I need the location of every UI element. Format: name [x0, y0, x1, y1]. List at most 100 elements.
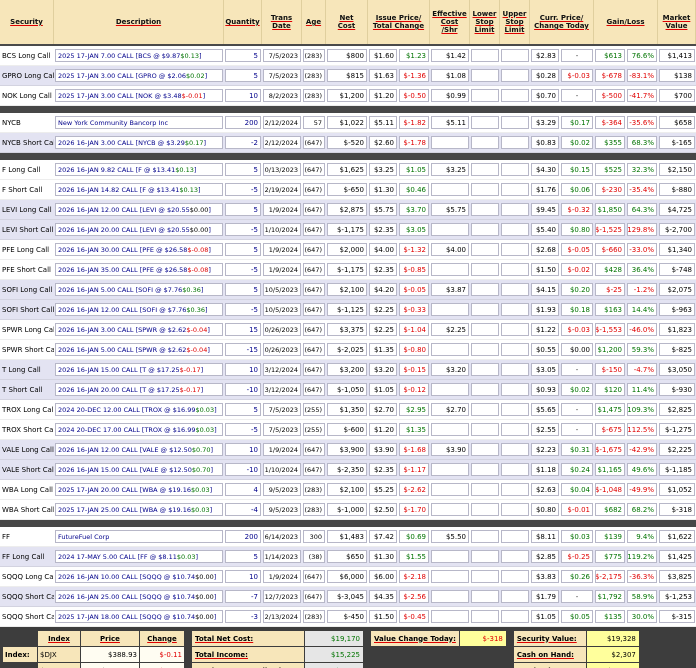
- curr-price-cell[interactable]: $9.45: [531, 203, 559, 216]
- trans-date-cell[interactable]: 3/12/2024: [263, 383, 301, 396]
- change-today-cell[interactable]: $0.05: [561, 610, 593, 623]
- issue-price-cell[interactable]: $5.11: [369, 116, 397, 129]
- trans-date-cell[interactable]: 12/7/2023: [263, 590, 301, 603]
- column-header-security[interactable]: Security: [0, 0, 54, 44]
- change-today-cell[interactable]: $0.04: [561, 483, 593, 496]
- description-cell[interactable]: 2026 16-JAN 14.82 CALL [F @ $13.41 $0.13…: [54, 180, 224, 199]
- description-box[interactable]: 2025 17-JAN 3.00 CALL [NOK @ $3.48 $-0.0…: [55, 89, 223, 102]
- description-cell[interactable]: 2026 16-JAN 12.00 CALL [LEVI @ $20.55 $0…: [54, 200, 224, 219]
- market-value-cell[interactable]: $2,075: [659, 283, 695, 296]
- issue-price-cell[interactable]: $1.20: [369, 423, 397, 436]
- total-change-cell[interactable]: $-2.18: [399, 570, 429, 583]
- gain-pct-cell[interactable]: -35.4%: [627, 183, 657, 196]
- curr-price-cell[interactable]: $1.50: [531, 263, 559, 276]
- age-cell[interactable]: (647): [303, 463, 325, 476]
- market-value-cell[interactable]: $1,413: [659, 49, 695, 62]
- security-cell[interactable]: VALE Short Call: [0, 460, 54, 479]
- security-cell[interactable]: NOK Long Call: [0, 86, 54, 105]
- gain-cell[interactable]: $-230: [595, 183, 625, 196]
- market-value-cell[interactable]: $-315: [659, 610, 695, 623]
- curr-price-cell[interactable]: $5.65: [531, 403, 559, 416]
- change-today-cell[interactable]: -: [561, 49, 593, 62]
- change-today-cell[interactable]: $-0.05: [561, 243, 593, 256]
- total-change-cell[interactable]: $-0.85: [399, 263, 429, 276]
- gain-cell[interactable]: $-1,048: [595, 483, 625, 496]
- change-today-cell[interactable]: $-0.03: [561, 69, 593, 82]
- quantity-cell[interactable]: 10: [225, 443, 261, 456]
- column-header-gain-loss[interactable]: Gain/Loss: [594, 0, 658, 44]
- gain-pct-cell[interactable]: 109.3%: [627, 403, 657, 416]
- description-box[interactable]: 2026 16-JAN 30.00 CALL [PFE @ $26.58 $-0…: [55, 243, 223, 256]
- description-cell[interactable]: 2026 16-JAN 20.00 CALL [T @ $17.25 $-0.1…: [54, 380, 224, 399]
- trans-date-cell[interactable]: 11/14/2023: [263, 550, 301, 563]
- description-cell[interactable]: 2025 17-JAN 18.00 CALL [SQQQ @ $10.74 $0…: [54, 607, 224, 626]
- issue-price-cell[interactable]: $2.35: [369, 263, 397, 276]
- upper-stop-cell[interactable]: [501, 343, 529, 356]
- age-cell[interactable]: (647): [303, 343, 325, 356]
- trans-date-cell[interactable]: 7/5/2023: [263, 423, 301, 436]
- security-cell[interactable]: WBA Short Call: [0, 500, 54, 519]
- market-value-cell[interactable]: $-880: [659, 183, 695, 196]
- quantity-cell[interactable]: -4: [225, 503, 261, 516]
- effective-cost-cell[interactable]: [431, 590, 469, 603]
- trans-date-cell[interactable]: 8/2/2023: [263, 89, 301, 102]
- net-cost-cell[interactable]: $800: [327, 49, 367, 62]
- total-change-cell[interactable]: $3.70: [399, 203, 429, 216]
- description-cell[interactable]: 2026 16-JAN 12.00 CALL [SOFI @ $7.76 $0.…: [54, 300, 224, 319]
- age-cell[interactable]: (283): [303, 503, 325, 516]
- upper-stop-cell[interactable]: [501, 163, 529, 176]
- gain-pct-cell[interactable]: -4.7%: [627, 363, 657, 376]
- description-cell[interactable]: 2024 20-DEC 12.00 CALL [TROX @ $16.99 $0…: [54, 400, 224, 419]
- effective-cost-cell[interactable]: [431, 343, 469, 356]
- index-name-cell[interactable]: $DJX: [38, 647, 80, 662]
- trans-date-cell[interactable]: 2/19/2024: [263, 183, 301, 196]
- gain-pct-cell[interactable]: -41.7%: [627, 89, 657, 102]
- net-cost-cell[interactable]: $3,900: [327, 443, 367, 456]
- age-cell[interactable]: (283): [303, 483, 325, 496]
- gain-cell[interactable]: $428: [595, 263, 625, 276]
- upper-stop-cell[interactable]: [501, 263, 529, 276]
- description-cell[interactable]: 2026 16-JAN 12.00 CALL [VALE @ $12.50 $0…: [54, 440, 224, 459]
- issue-price-cell[interactable]: $1.30: [369, 183, 397, 196]
- effective-cost-cell[interactable]: [431, 183, 469, 196]
- gain-pct-cell[interactable]: 49.6%: [627, 463, 657, 476]
- total-change-cell[interactable]: $-1.68: [399, 443, 429, 456]
- age-cell[interactable]: (647): [303, 570, 325, 583]
- effective-cost-cell[interactable]: [431, 570, 469, 583]
- issue-price-cell[interactable]: $1.30: [369, 550, 397, 563]
- change-today-cell[interactable]: $-0.02: [561, 263, 593, 276]
- total-change-cell[interactable]: $-1.70: [399, 503, 429, 516]
- curr-price-cell[interactable]: $1.79: [531, 590, 559, 603]
- description-box[interactable]: 2026 16-JAN 5.00 CALL [SOFI @ $7.76 $0.3…: [55, 283, 223, 296]
- curr-price-cell[interactable]: $3.05: [531, 363, 559, 376]
- gain-cell[interactable]: $525: [595, 163, 625, 176]
- change-today-cell[interactable]: -: [561, 89, 593, 102]
- upper-stop-cell[interactable]: [501, 223, 529, 236]
- upper-stop-cell[interactable]: [501, 303, 529, 316]
- effective-cost-cell[interactable]: $4.00: [431, 243, 469, 256]
- column-header-quantity[interactable]: Quantity: [224, 0, 262, 44]
- change-today-cell[interactable]: $0.03: [561, 530, 593, 543]
- description-cell[interactable]: FutureFuel Corp: [54, 527, 224, 546]
- upper-stop-cell[interactable]: [501, 610, 529, 623]
- column-header-upper-stop-limit[interactable]: Upper Stop Limit: [500, 0, 530, 44]
- issue-price-cell[interactable]: $1.35: [369, 343, 397, 356]
- gain-cell[interactable]: $-150: [595, 363, 625, 376]
- column-header-lower-stop-limit[interactable]: Lower Stop Limit: [470, 0, 500, 44]
- market-value-cell[interactable]: $700: [659, 89, 695, 102]
- effective-cost-cell[interactable]: $1.08: [431, 69, 469, 82]
- issue-price-cell[interactable]: $3.90: [369, 443, 397, 456]
- age-cell[interactable]: (283): [303, 89, 325, 102]
- issue-price-cell[interactable]: $1.20: [369, 89, 397, 102]
- gain-cell[interactable]: $-660: [595, 243, 625, 256]
- column-header-age[interactable]: Age: [302, 0, 326, 44]
- change-today-cell[interactable]: $-0.25: [561, 550, 593, 563]
- total-change-cell[interactable]: $0.46: [399, 183, 429, 196]
- age-cell[interactable]: (647): [303, 383, 325, 396]
- description-cell[interactable]: 2026 16-JAN 5.00 CALL [SOFI @ $7.76 $0.3…: [54, 280, 224, 299]
- total-change-cell[interactable]: $-0.15: [399, 363, 429, 376]
- net-cost-cell[interactable]: $2,000: [327, 243, 367, 256]
- effective-cost-cell[interactable]: $3.90: [431, 443, 469, 456]
- quantity-cell[interactable]: 5: [225, 243, 261, 256]
- change-today-cell[interactable]: -: [561, 590, 593, 603]
